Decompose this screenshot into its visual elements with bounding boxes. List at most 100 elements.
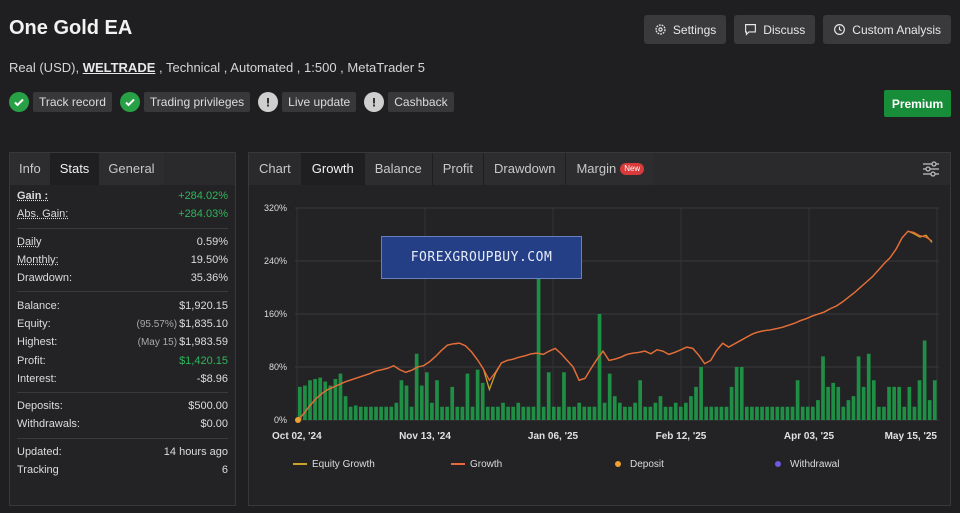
badge-track-record[interactable]: Track record (9, 92, 112, 112)
settings-button[interactable]: Settings (643, 15, 727, 44)
trade-bar (587, 406, 592, 420)
tab-general[interactable]: General (98, 153, 164, 185)
trade-bar (460, 406, 465, 420)
trade-bar (399, 380, 404, 420)
y-tick-label: 160% (264, 309, 287, 319)
trade-bar (435, 380, 439, 420)
stat-interest: Interest: -$8.96 (17, 372, 228, 385)
trade-bar (496, 406, 500, 420)
deposit-point (295, 417, 301, 423)
trade-bar (592, 406, 597, 420)
legend-label: Equity Growth (312, 459, 375, 470)
trade-bar (780, 406, 785, 420)
x-tick-label: May 15, '25 (885, 431, 938, 442)
stats-tabs: Info Stats General (10, 153, 235, 185)
discuss-button[interactable]: Discuss (734, 15, 816, 44)
trade-bar (887, 386, 891, 420)
trade-bar (902, 406, 907, 420)
trade-bar (724, 406, 729, 420)
chat-icon (745, 24, 757, 36)
trade-bar (841, 406, 846, 420)
sliders-icon[interactable] (922, 160, 940, 178)
trade-bar (932, 380, 937, 420)
trade-bar (633, 402, 637, 420)
trade-bar (541, 406, 546, 420)
broker-link[interactable]: WELTRADE (82, 60, 156, 75)
trade-bar (323, 381, 328, 420)
y-tick-label: 80% (269, 362, 287, 372)
trade-bar (572, 406, 576, 420)
trade-bar (511, 406, 516, 420)
stat-monthly: Monthly: 19.50% (17, 254, 228, 267)
trade-bar (298, 386, 302, 420)
trade-bar (440, 406, 444, 420)
legend-label: Withdrawal (790, 459, 839, 470)
trade-bar (653, 402, 658, 420)
trade-bar (374, 406, 378, 420)
trade-bar (389, 406, 394, 420)
stats-list: Gain : +284.02% Abs. Gain: +284.03% Daily 0… (10, 185, 235, 479)
trade-bar (775, 406, 780, 420)
tab-margin[interactable]: Margin New (565, 153, 655, 185)
trade-bar (790, 406, 795, 420)
exclamation-icon (364, 92, 385, 112)
divider (17, 227, 228, 229)
trade-bar (760, 406, 764, 420)
tab-stats[interactable]: Stats (49, 153, 99, 185)
new-badge: New (620, 163, 645, 175)
tab-drawdown[interactable]: Drawdown (483, 153, 566, 185)
trade-bar (811, 406, 815, 420)
stat-tracking: Tracking 6 (17, 464, 228, 476)
custom-analysis-button[interactable]: Custom Analysis (823, 15, 951, 44)
badge-label: Trading privileges (143, 92, 251, 112)
trade-bar (455, 406, 460, 420)
exclamation-icon (258, 92, 279, 112)
growth-chart[interactable]: 0% 80% 160% 240% 320% Oct 02, '24 Nov 13, '24 J… (249, 185, 950, 505)
tab-balance[interactable]: Balance (363, 153, 432, 185)
trade-bar (531, 406, 536, 420)
trade-bar (394, 402, 399, 420)
trade-bar (729, 386, 734, 420)
trade-bar (333, 378, 338, 420)
trade-bar (546, 372, 551, 420)
trade-bar (303, 385, 307, 420)
check-icon (9, 92, 29, 112)
trade-bar (628, 406, 632, 420)
trade-bar (785, 406, 790, 420)
trade-bar (816, 400, 820, 420)
trade-bar (861, 386, 866, 420)
trade-bar (501, 402, 505, 420)
badge-trading-privileges[interactable]: Trading privileges (119, 92, 251, 112)
trade-bar (328, 385, 333, 420)
tab-chart[interactable]: Chart (259, 161, 291, 176)
trade-bar (709, 406, 714, 420)
premium-button[interactable]: Premium (884, 90, 951, 117)
trade-bar (521, 406, 526, 420)
trade-bar (897, 386, 902, 420)
trade-bar (536, 247, 541, 420)
badge-live-update[interactable]: Live update (258, 92, 357, 112)
trade-bar (612, 396, 617, 420)
verification-badges: Track record Trading privileges Live upd… (9, 92, 454, 112)
tab-profit[interactable]: Profit (431, 153, 484, 185)
tab-growth[interactable]: Growth (300, 153, 364, 185)
trade-bar (643, 406, 648, 420)
stat-equity: Equity: (95.57%) $1,835.10 (17, 317, 228, 330)
trade-bar (353, 405, 358, 420)
growth-line (297, 230, 933, 421)
trade-bar (856, 356, 861, 420)
trade-bar (618, 402, 622, 420)
tab-info[interactable]: Info (10, 153, 50, 185)
trade-bar (927, 400, 932, 420)
tab-margin-label: Margin (576, 161, 617, 176)
trade-bar (343, 396, 348, 420)
trade-bar (450, 386, 455, 420)
badge-label: Track record (33, 92, 112, 112)
legend-label: Growth (470, 459, 502, 470)
trade-bar (648, 406, 653, 420)
trade-bar (419, 385, 424, 420)
trade-bar (445, 406, 449, 420)
badge-cashback[interactable]: Cashback (364, 92, 454, 112)
top-buttons: Settings Discuss Custom Analysis (643, 15, 951, 44)
trade-bar (892, 386, 896, 420)
